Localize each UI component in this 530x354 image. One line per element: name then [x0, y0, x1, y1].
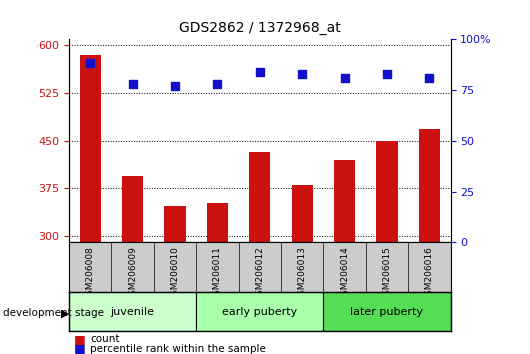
Text: GSM206008: GSM206008	[86, 246, 94, 301]
Text: GSM206012: GSM206012	[255, 246, 264, 301]
Point	[213, 81, 222, 87]
Text: juvenile: juvenile	[110, 307, 155, 316]
Bar	[249, 152, 270, 242]
Bar	[207, 203, 228, 242]
Bar	[334, 160, 355, 242]
Bar	[69, 292, 196, 331]
Title: GDS2862 / 1372968_at: GDS2862 / 1372968_at	[179, 21, 341, 35]
Bar	[323, 292, 450, 331]
Text: later puberty: later puberty	[350, 307, 423, 316]
Bar	[196, 292, 323, 331]
Point	[298, 71, 306, 76]
Point	[86, 61, 94, 66]
Point	[255, 69, 264, 74]
Text: GSM206014: GSM206014	[340, 246, 349, 301]
Point	[128, 81, 137, 87]
Text: development stage: development stage	[3, 308, 104, 318]
Text: GSM206011: GSM206011	[213, 246, 222, 301]
Point	[383, 71, 391, 76]
Text: ■: ■	[74, 342, 86, 354]
Bar	[376, 141, 398, 242]
Text: GSM206016: GSM206016	[425, 246, 434, 301]
Text: GSM206009: GSM206009	[128, 246, 137, 301]
Point	[340, 75, 349, 80]
Bar	[292, 185, 313, 242]
Text: GSM206010: GSM206010	[171, 246, 179, 301]
Text: GSM206013: GSM206013	[298, 246, 306, 301]
Text: ■: ■	[74, 333, 86, 346]
Bar	[80, 55, 101, 242]
Point	[425, 75, 434, 80]
Text: percentile rank within the sample: percentile rank within the sample	[90, 344, 266, 354]
Point	[171, 83, 179, 88]
Text: count: count	[90, 334, 120, 344]
Text: early puberty: early puberty	[222, 307, 297, 316]
Bar	[164, 206, 186, 242]
Bar	[122, 176, 143, 242]
Text: GSM206015: GSM206015	[383, 246, 391, 301]
Bar	[419, 129, 440, 242]
Text: ▶: ▶	[61, 308, 69, 318]
